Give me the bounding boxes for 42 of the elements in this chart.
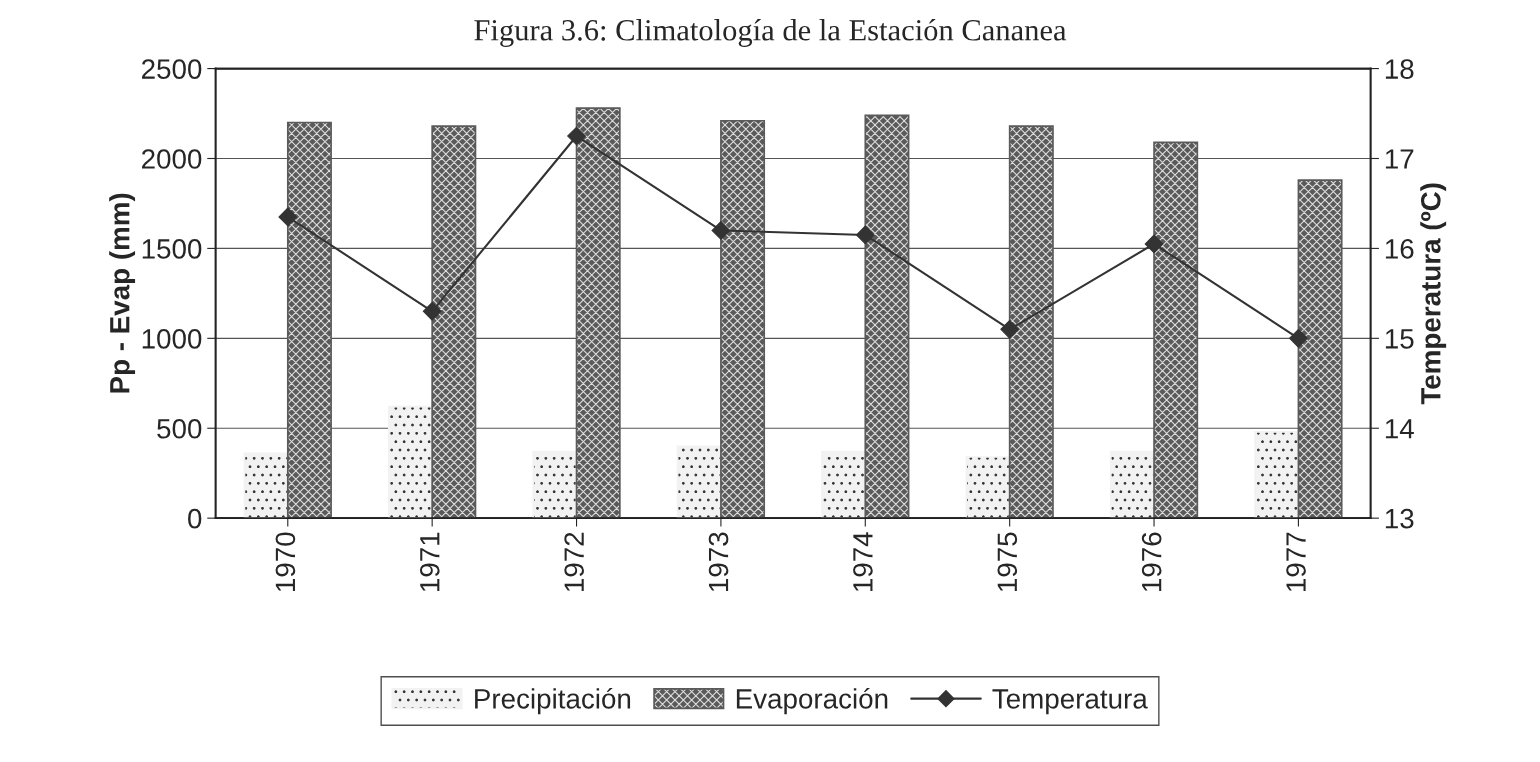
bar [388, 405, 433, 519]
legend-label: Temperatura [992, 689, 1148, 715]
x-tick-label: 1974 [853, 532, 873, 592]
x-tick-label: 1972 [564, 532, 584, 592]
bar [532, 450, 578, 519]
bar [676, 445, 722, 519]
x-tick-label: 1970 [275, 532, 296, 592]
point [1289, 328, 1308, 348]
y-tick-label: 0 [188, 508, 202, 529]
y-axis-title: Pp - Evap (mm) [109, 193, 136, 393]
y-tick-label: 2000 [142, 149, 202, 169]
chart-title: Figura 3.6: Climatología de la Estación Cananea [474, 19, 1067, 47]
y2-tick-label: 15 [1385, 329, 1414, 349]
point [422, 301, 442, 321]
y-tick-label: 2500 [142, 59, 202, 79]
x-tick-label: 1975 [997, 532, 1018, 592]
bar [965, 456, 1011, 519]
x-tick-label: 1977 [1286, 532, 1306, 592]
x-tick-label: 1976 [1141, 532, 1162, 592]
y2-axis-title: Temperatura (ºC) [1420, 183, 1447, 405]
legend-label: Precipitación [475, 687, 631, 715]
bar [1109, 450, 1155, 519]
point [711, 221, 731, 240]
point [1144, 234, 1164, 254]
bar [243, 452, 289, 519]
x-tick-label: 1973 [708, 532, 729, 592]
y2-tick-label: 14 [1385, 419, 1414, 439]
bar [1254, 431, 1300, 519]
y-tick-label: 500 [157, 418, 202, 439]
y2-tick-label: 16 [1385, 239, 1414, 259]
point [567, 126, 586, 146]
point [278, 207, 298, 227]
y2-tick-label: 13 [1385, 508, 1414, 529]
y2-tick-label: 17 [1385, 149, 1414, 169]
point [1000, 319, 1020, 339]
bar [821, 450, 867, 519]
y2-tick-label: 18 [1385, 59, 1414, 79]
y-tick-label: 1000 [142, 329, 202, 349]
x-tick-label: 1971 [419, 532, 440, 592]
y-tick-label: 1500 [142, 239, 202, 259]
point [855, 225, 875, 245]
legend-label: Evaporación [736, 687, 888, 715]
